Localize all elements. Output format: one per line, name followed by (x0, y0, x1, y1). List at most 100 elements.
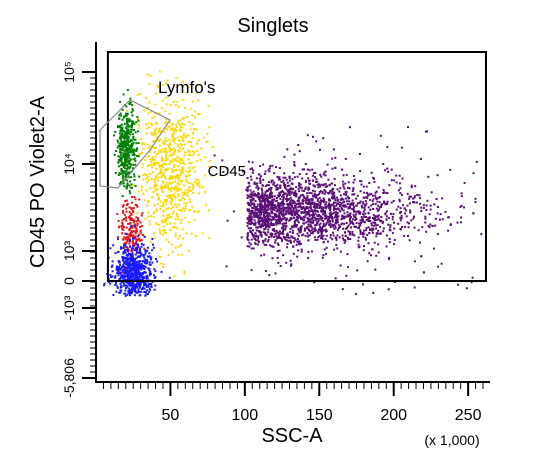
event-dot (317, 186, 320, 189)
event-dot (160, 156, 163, 159)
event-dot (120, 246, 122, 249)
event-dot (173, 166, 175, 169)
event-dot (346, 195, 349, 198)
event-dot (119, 276, 122, 279)
event-dot (128, 163, 131, 166)
event-dot (375, 235, 378, 238)
event-dot (131, 225, 134, 228)
event-dot (399, 207, 402, 210)
event-dot (132, 230, 135, 232)
event-dot (360, 204, 363, 207)
event-dot (424, 130, 427, 133)
event-dot (270, 201, 273, 204)
event-dot (320, 235, 323, 238)
event-dot (349, 222, 352, 225)
event-dot (329, 190, 332, 192)
event-dot (248, 216, 251, 219)
event-dot (188, 186, 191, 188)
event-dot (308, 225, 311, 228)
event-dot (276, 221, 279, 224)
event-dot (324, 238, 327, 241)
event-dot (148, 261, 151, 264)
event-dot (168, 213, 170, 216)
event-dot (172, 205, 174, 208)
event-dot (174, 196, 177, 199)
event-dot (313, 213, 316, 216)
event-dot (387, 223, 390, 226)
event-dot (352, 202, 355, 205)
event-dot (117, 144, 120, 147)
event-dot (303, 229, 306, 232)
event-dot (319, 204, 322, 207)
event-dot (304, 199, 307, 202)
event-dot (166, 214, 169, 217)
event-dot (312, 221, 315, 224)
event-dot (256, 182, 259, 185)
event-dot (290, 264, 292, 267)
event-dot (375, 190, 378, 193)
event-dot (288, 240, 291, 243)
event-dot (162, 84, 165, 86)
event-dot (312, 189, 314, 192)
event-dot (174, 246, 177, 249)
event-dot (271, 215, 274, 218)
axes (95, 42, 490, 383)
event-dot (286, 197, 288, 200)
event-dot (268, 219, 270, 222)
event-dot (377, 229, 380, 232)
event-dot (360, 221, 363, 224)
event-dot (133, 269, 136, 272)
event-dot (153, 186, 156, 189)
event-dot (198, 84, 201, 86)
event-dot (413, 226, 416, 229)
event-dot (343, 200, 346, 203)
event-dot (127, 123, 130, 126)
event-dot (351, 190, 354, 192)
event-dot (251, 193, 254, 196)
event-dot (324, 185, 327, 188)
event-dot (147, 147, 150, 150)
event-dot (282, 190, 285, 193)
event-dot (161, 229, 164, 232)
event-dot (183, 198, 186, 201)
event-dot (171, 135, 174, 138)
event-dot (261, 184, 264, 187)
event-dot (322, 173, 325, 176)
event-dot (346, 266, 349, 269)
event-dot (145, 132, 148, 135)
event-dot (120, 273, 123, 276)
event-dot (293, 240, 296, 243)
event-dot (123, 123, 126, 125)
event-dot (334, 277, 337, 280)
event-dot (264, 216, 266, 219)
event-dot (302, 196, 305, 199)
event-dot (281, 239, 283, 242)
event-dot (343, 241, 346, 244)
y-tick-label: -10³ (61, 295, 77, 320)
event-dot (187, 189, 190, 192)
event-dot (331, 187, 334, 190)
event-dot (289, 218, 292, 221)
event-dot (129, 158, 132, 161)
event-dot (460, 204, 463, 207)
event-dot (171, 122, 174, 125)
event-dot (328, 191, 331, 194)
event-dot (339, 187, 342, 190)
event-dot (135, 121, 138, 124)
event-dot (349, 126, 351, 129)
event-dot (312, 179, 315, 182)
event-dot (116, 265, 119, 268)
event-dot (123, 249, 126, 251)
event-dot (144, 252, 147, 255)
event-dot (429, 223, 432, 226)
event-dot (407, 226, 410, 229)
event-dot (292, 207, 295, 210)
event-dot (359, 219, 362, 222)
event-dot (254, 212, 257, 215)
event-dot (180, 171, 183, 174)
event-dot (312, 210, 315, 213)
event-dot (429, 204, 432, 207)
event-dot (427, 175, 430, 178)
event-dot (431, 224, 434, 227)
y-tick-label: 10⁵ (61, 61, 77, 82)
